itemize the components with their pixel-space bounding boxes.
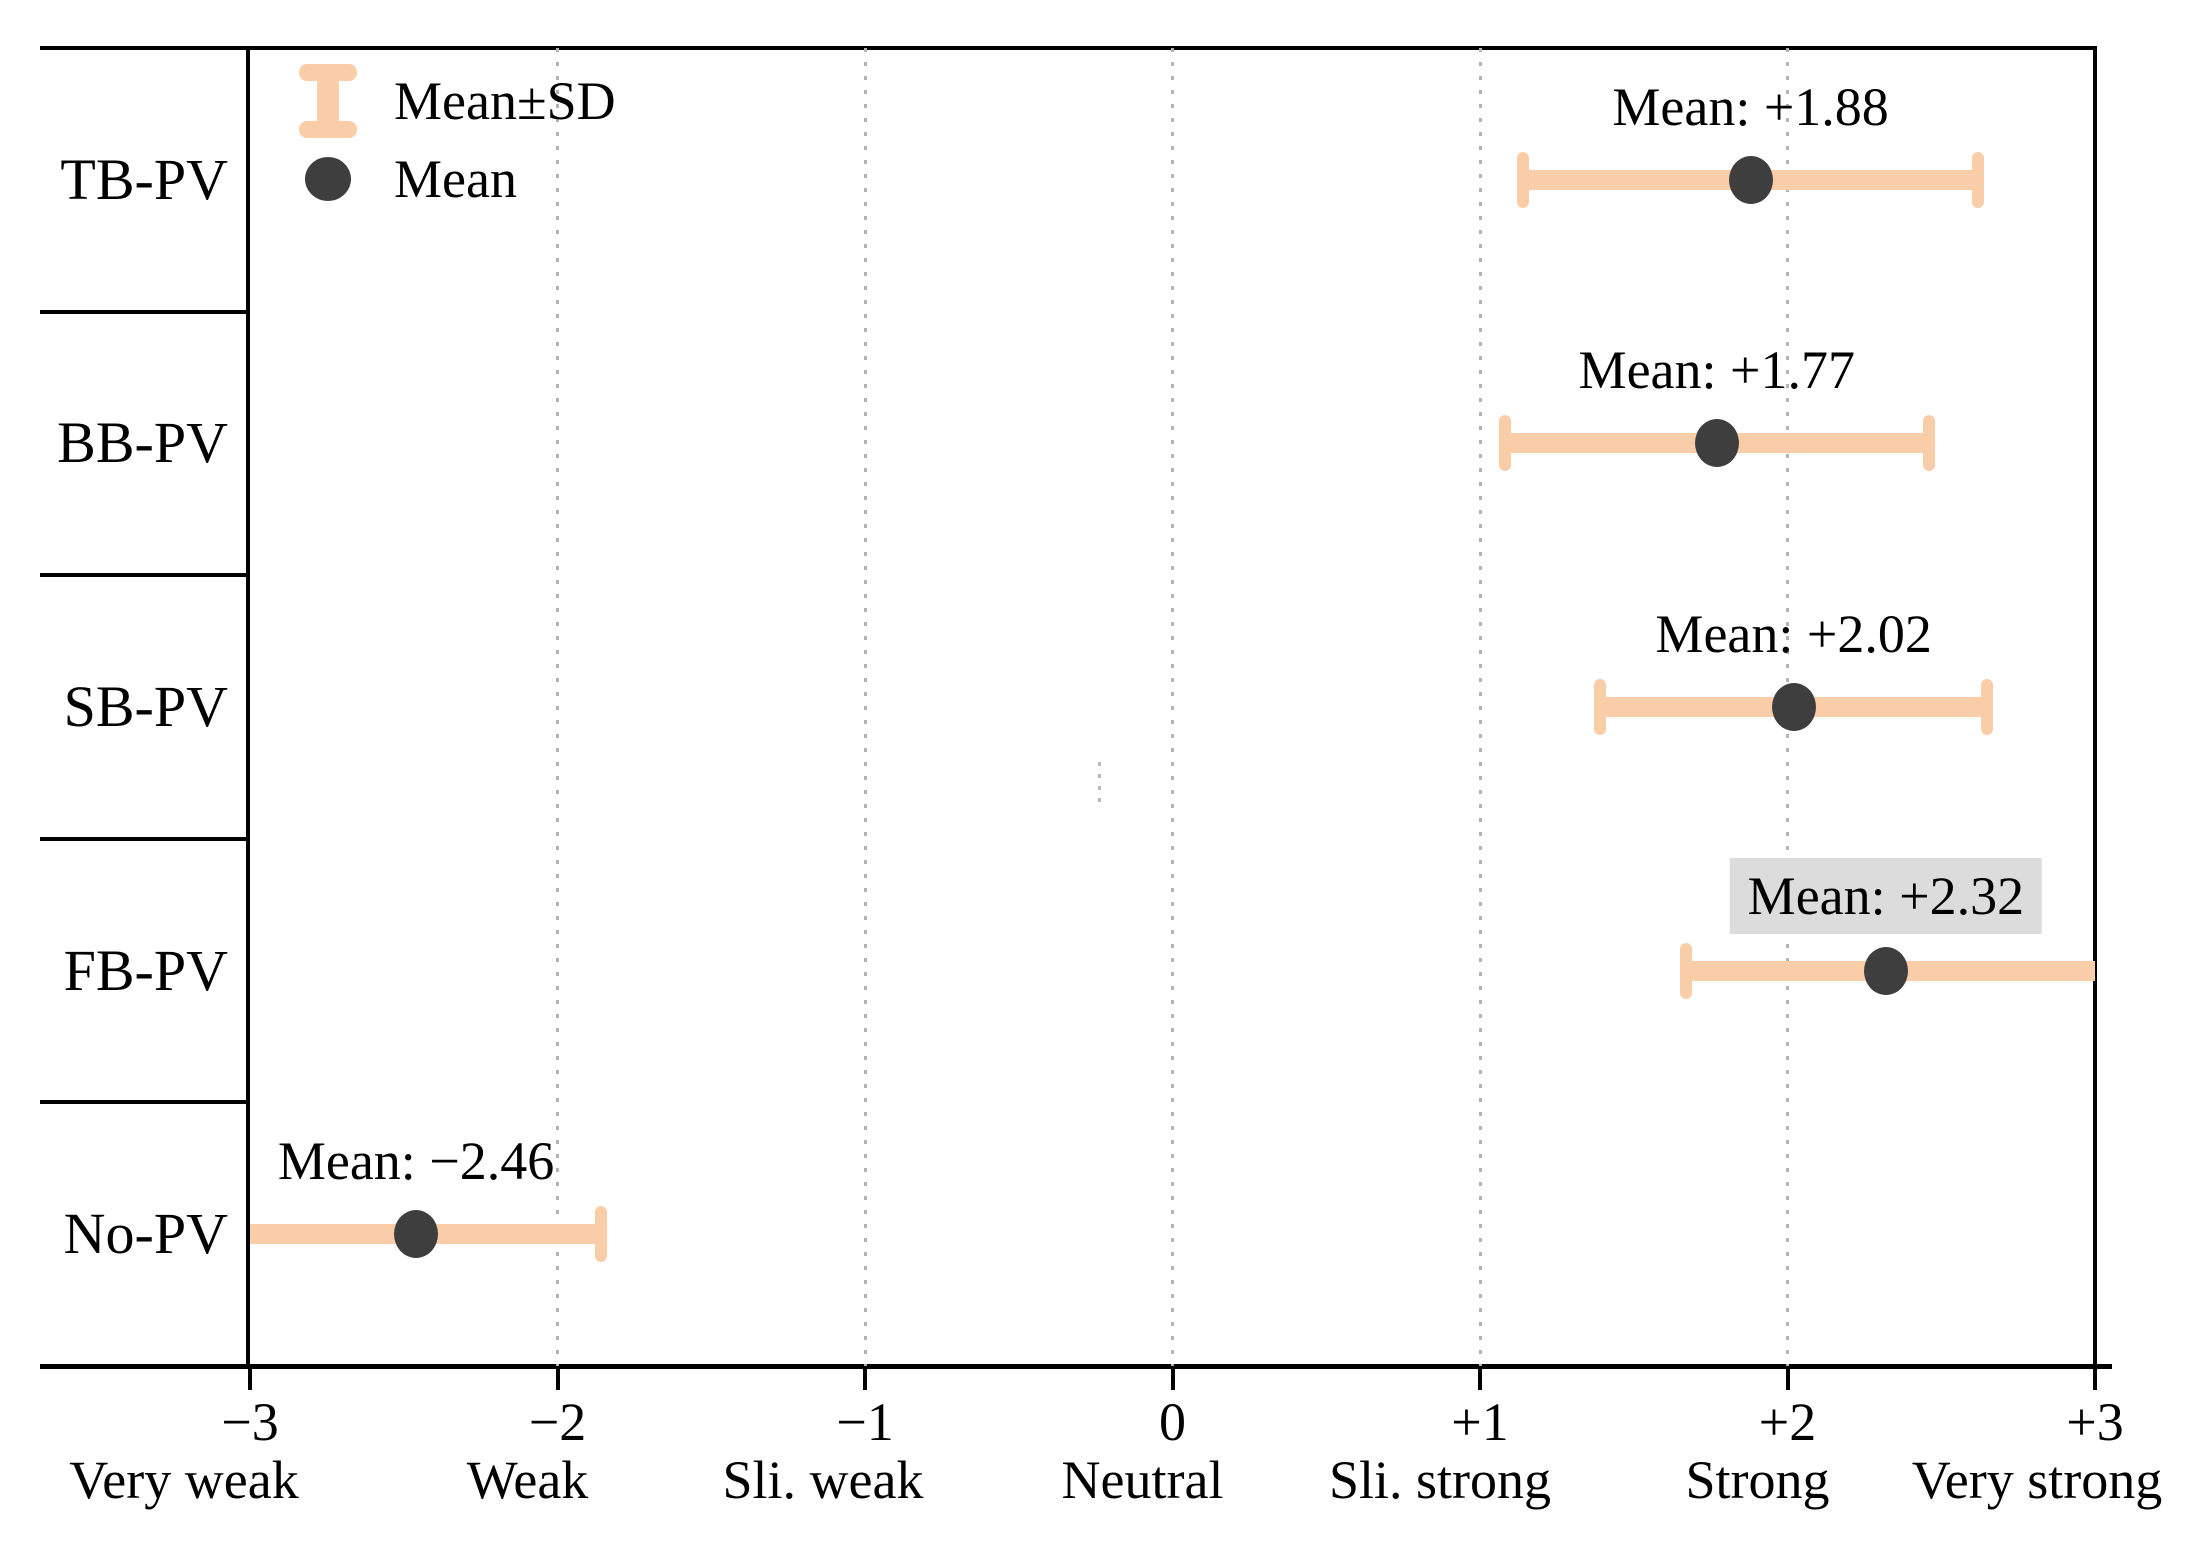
left-spine [246, 48, 250, 1366]
mean-label: Mean: +2.32 [1729, 857, 2043, 934]
gridline [863, 48, 867, 1366]
category-separator [40, 309, 250, 314]
category-label: BB-PV [57, 410, 228, 476]
mean-label: Mean: +1.88 [1612, 76, 1889, 137]
legend-item-mean: Mean [284, 140, 616, 218]
x-tick-number: +1 [1451, 1392, 1509, 1452]
mean-dot [1771, 683, 1816, 731]
category-label: FB-PV [63, 937, 228, 1003]
x-tick-mark [863, 1366, 867, 1390]
gridline [1171, 48, 1174, 1366]
errorbar-left-cap [1593, 679, 1606, 735]
errorbar-right-cap [1922, 415, 1935, 472]
category-separator [40, 573, 250, 578]
x-tick-mark [1478, 1366, 1482, 1390]
mean-label: Mean: +2.02 [1655, 604, 1932, 664]
x-tick-word: Sli. strong [1328, 1450, 1552, 1510]
mean-label: Mean: +1.77 [1578, 340, 1855, 401]
x-tick-word: Weak [466, 1450, 589, 1510]
mean-dot-icon [305, 157, 351, 201]
x-tick-word: Very weak [69, 1450, 299, 1510]
category-separator [40, 836, 250, 841]
x-tick-mark [248, 1366, 252, 1390]
errorbar-left-cap [1680, 942, 1693, 999]
category-label: SB-PV [63, 674, 228, 739]
mean-label: Mean: −2.46 [277, 1131, 555, 1192]
legend-label-mean-sd: Mean±SD [394, 71, 616, 131]
legend-label-mean: Mean [394, 149, 517, 209]
gridline [1478, 48, 1482, 1366]
x-tick-number: +2 [1758, 1392, 1817, 1452]
x-tick-mark [2093, 1366, 2097, 1390]
x-tick-number: −2 [528, 1392, 587, 1452]
category-label: TB-PV [60, 146, 228, 212]
x-tick-number: 0 [1159, 1392, 1186, 1452]
errorbar-right-cap [594, 1206, 607, 1263]
mean-dot [1728, 155, 1773, 204]
x-tick-word: Very strong [1911, 1450, 2163, 1510]
legend-item-mean-sd: Mean±SD [284, 62, 616, 140]
x-tick-word: Neutral [1061, 1450, 1224, 1510]
top-spine [40, 46, 2097, 50]
errorbar-right-cap [1972, 151, 1985, 208]
category-label: No-PV [63, 1201, 228, 1267]
errorbar-right-cap [1981, 679, 1994, 735]
x-tick-number: −1 [836, 1392, 894, 1452]
x-tick-word: Strong [1685, 1450, 1830, 1510]
x-tick-word: Sli. weak [722, 1450, 924, 1510]
mean-dot [1694, 419, 1739, 468]
mean-dot [1863, 946, 1908, 995]
stray-dotted-segment [1098, 762, 1101, 810]
category-separator [40, 1100, 250, 1105]
x-tick-number: +3 [2066, 1392, 2124, 1452]
x-tick-mark [555, 1366, 560, 1390]
errorbar-left-cap [1517, 151, 1530, 208]
x-tick-mark [1785, 1366, 1790, 1390]
mean-dot [394, 1210, 439, 1259]
x-tick-mark [1170, 1366, 1175, 1390]
right-spine [2093, 48, 2097, 1366]
legend: Mean±SD Mean [284, 62, 616, 218]
errorbar-left-cap [1498, 415, 1511, 472]
x-axis-line [40, 1364, 2112, 1369]
x-tick-number: −3 [221, 1392, 279, 1452]
gridline [556, 48, 559, 1366]
errorbar-icon [299, 64, 357, 138]
